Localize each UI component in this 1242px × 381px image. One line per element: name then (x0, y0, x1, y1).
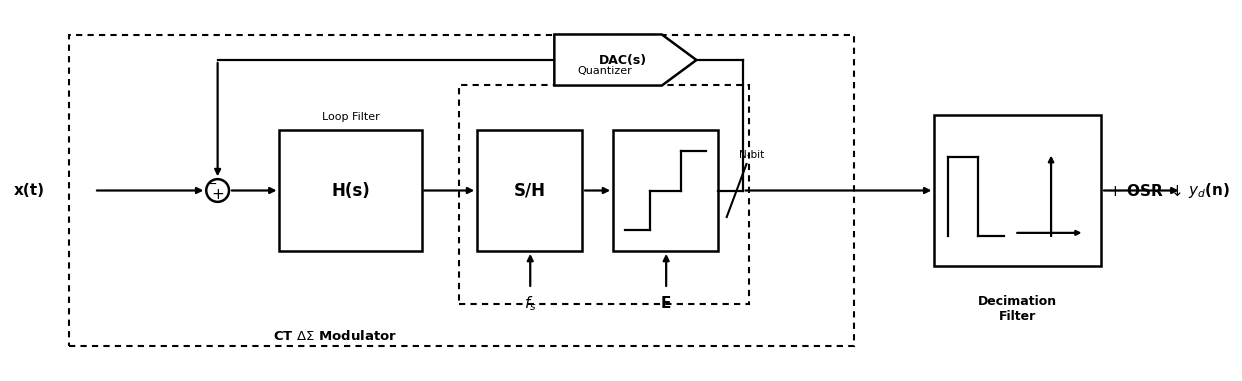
Text: Decimation
Filter: Decimation Filter (977, 295, 1057, 322)
Text: N-bit: N-bit (739, 150, 764, 160)
Bar (279, 130, 421, 251)
Text: H(s): H(s) (332, 181, 370, 200)
Bar (614, 130, 718, 251)
Bar (934, 115, 1102, 266)
Text: −: − (207, 178, 217, 191)
Bar (477, 130, 582, 251)
Text: E: E (661, 296, 672, 311)
Text: CT $\Delta\Sigma$ Modulator: CT $\Delta\Sigma$ Modulator (273, 329, 397, 343)
Text: S/H: S/H (514, 181, 545, 200)
Text: $f_s$: $f_s$ (524, 295, 537, 313)
Text: Loop Filter: Loop Filter (322, 112, 380, 122)
Text: +: + (211, 187, 224, 202)
Text: $+$ OSR $\downarrow$: $+$ OSR $\downarrow$ (1108, 182, 1181, 199)
Polygon shape (554, 35, 697, 86)
Text: $y_d$(n): $y_d$(n) (1187, 181, 1230, 200)
Bar (458, 85, 749, 304)
Text: DAC(s): DAC(s) (599, 53, 647, 67)
Bar (70, 35, 854, 346)
Text: x(t): x(t) (14, 183, 45, 198)
Text: Quantizer: Quantizer (578, 66, 632, 76)
